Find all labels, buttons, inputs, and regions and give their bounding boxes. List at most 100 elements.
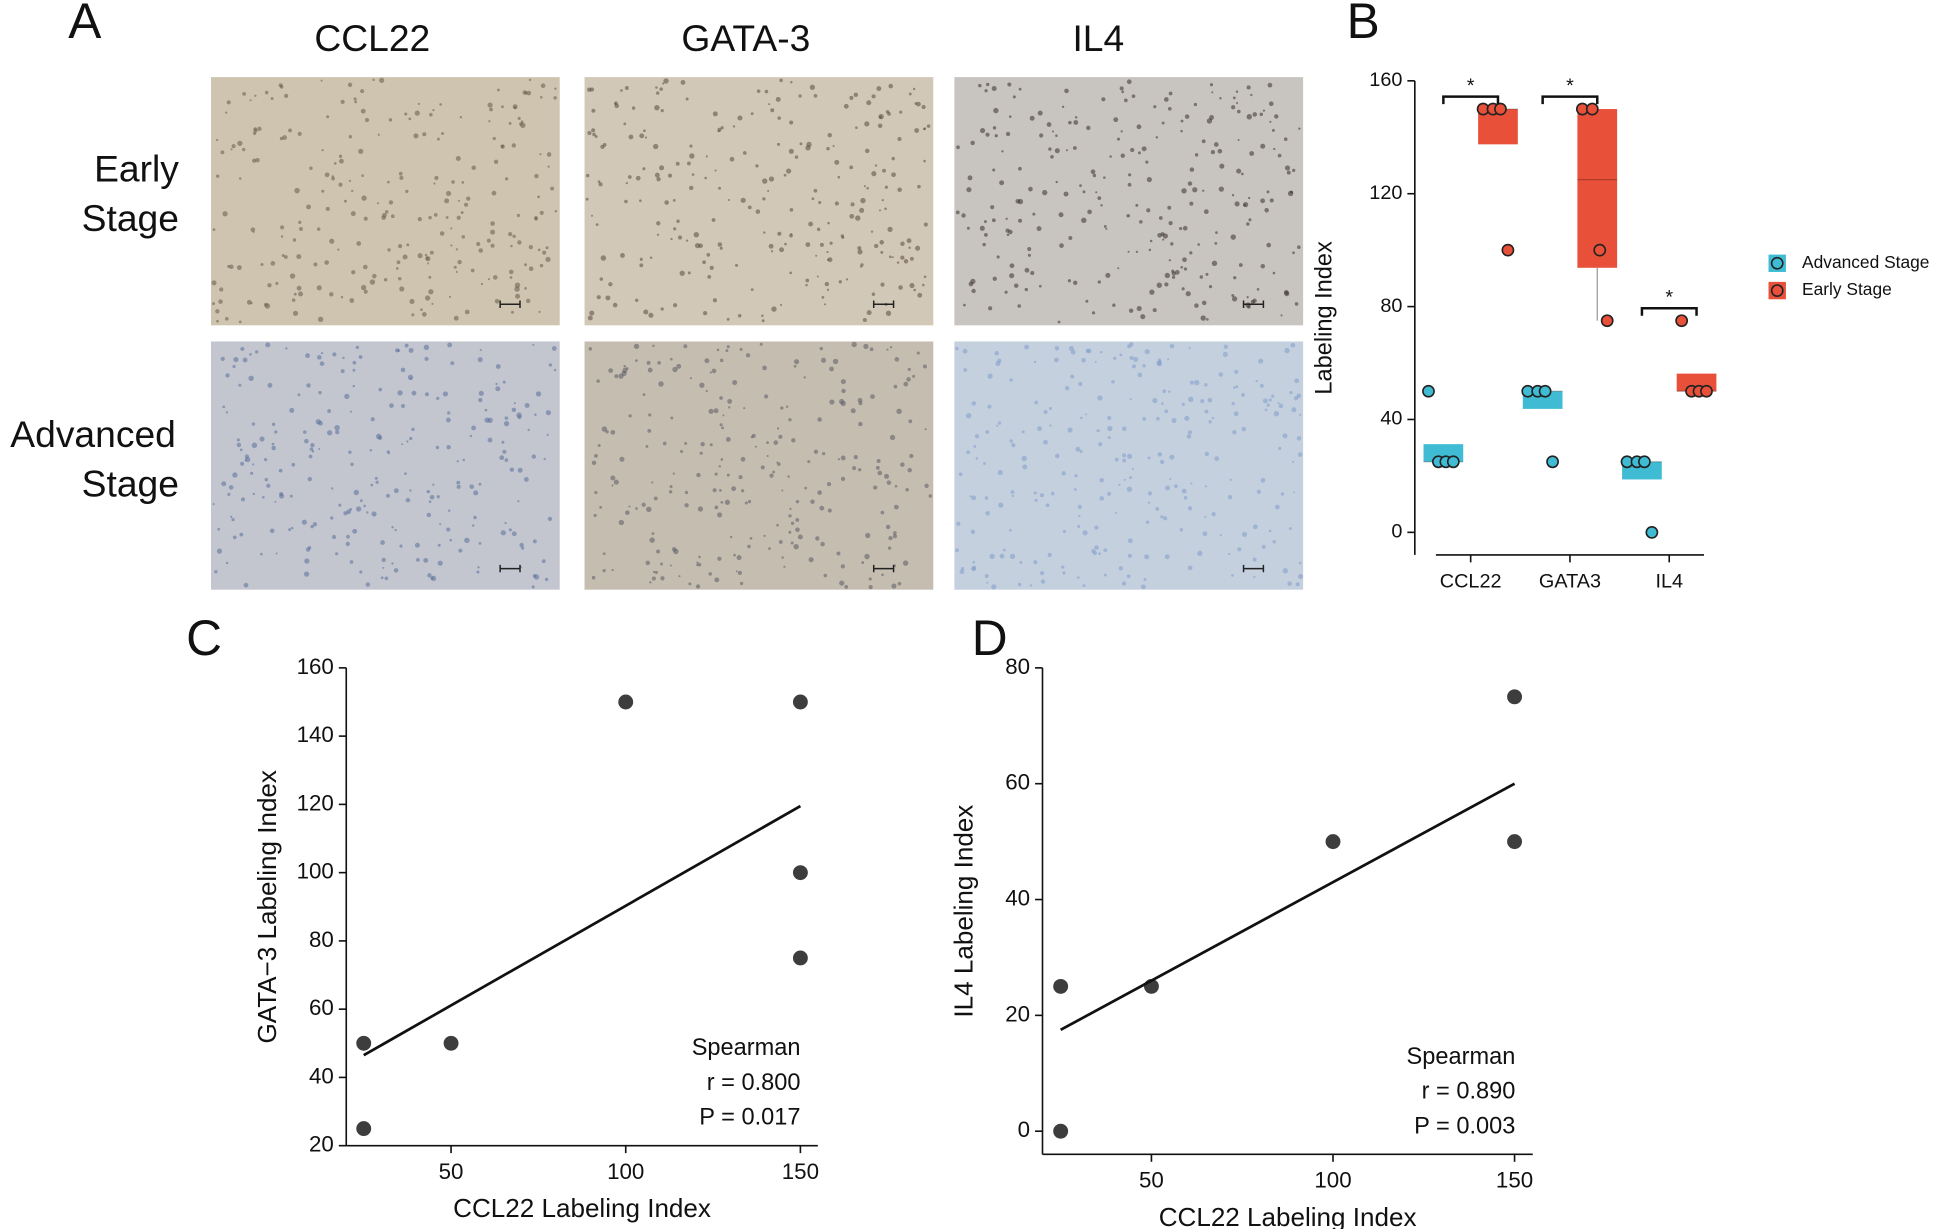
cell bbox=[499, 455, 505, 461]
cell bbox=[668, 490, 673, 494]
cell bbox=[1049, 424, 1052, 427]
point bbox=[1675, 314, 1689, 328]
cell bbox=[1288, 527, 1292, 530]
cell bbox=[331, 176, 335, 181]
cell bbox=[971, 401, 977, 406]
cell bbox=[1238, 263, 1243, 267]
cell bbox=[808, 221, 814, 227]
cell bbox=[340, 99, 345, 104]
cell bbox=[406, 440, 409, 443]
cell bbox=[660, 576, 665, 581]
cell bbox=[450, 361, 455, 366]
cell bbox=[296, 254, 302, 260]
cell bbox=[348, 450, 352, 454]
micrograph bbox=[584, 77, 934, 326]
micrograph bbox=[210, 341, 560, 590]
cell bbox=[405, 189, 409, 194]
cell bbox=[1078, 514, 1081, 518]
cell bbox=[453, 265, 457, 269]
cell bbox=[684, 490, 689, 495]
cell bbox=[811, 197, 815, 201]
cell bbox=[473, 515, 477, 520]
cell bbox=[456, 480, 461, 485]
cell bbox=[1009, 439, 1013, 443]
panel-label: C bbox=[186, 610, 222, 666]
cell bbox=[352, 384, 356, 388]
cell bbox=[513, 402, 516, 405]
cell bbox=[683, 344, 688, 349]
cell bbox=[1024, 287, 1029, 292]
cell bbox=[464, 202, 469, 207]
cell bbox=[1072, 146, 1077, 150]
cell bbox=[478, 390, 484, 396]
cell bbox=[719, 489, 722, 492]
cell bbox=[1107, 416, 1112, 421]
cell bbox=[390, 214, 395, 219]
cell bbox=[1163, 97, 1169, 102]
cell bbox=[486, 238, 491, 243]
cell bbox=[834, 201, 839, 206]
cell bbox=[1161, 121, 1165, 125]
cell bbox=[1160, 515, 1164, 519]
cell bbox=[329, 238, 335, 244]
cell bbox=[613, 479, 619, 485]
cell bbox=[751, 433, 756, 438]
cell bbox=[500, 530, 506, 536]
cell bbox=[1289, 390, 1293, 395]
point bbox=[1507, 834, 1523, 850]
cell bbox=[251, 422, 256, 426]
cell bbox=[303, 571, 310, 577]
cell bbox=[508, 121, 512, 125]
cell bbox=[1011, 443, 1016, 448]
cell bbox=[478, 482, 482, 486]
scale-bar bbox=[872, 564, 895, 573]
cell bbox=[387, 180, 390, 184]
cell bbox=[1204, 383, 1208, 387]
cell bbox=[266, 483, 271, 488]
cell bbox=[1293, 491, 1296, 494]
cell bbox=[886, 348, 889, 351]
cell bbox=[550, 186, 555, 191]
cell bbox=[238, 320, 242, 324]
cell bbox=[1117, 137, 1121, 141]
cell bbox=[696, 472, 701, 478]
cell bbox=[283, 255, 288, 259]
cell bbox=[428, 215, 432, 220]
cell bbox=[246, 299, 252, 305]
cell bbox=[728, 406, 731, 409]
y-tick-label: 160 bbox=[297, 654, 334, 679]
cell bbox=[1231, 105, 1236, 110]
cell bbox=[1231, 401, 1235, 406]
cell bbox=[409, 489, 412, 492]
cell bbox=[970, 529, 976, 535]
column-title: IL4 bbox=[1072, 17, 1124, 59]
cell bbox=[338, 182, 343, 187]
cell bbox=[605, 430, 609, 434]
cell bbox=[1180, 266, 1184, 269]
panel-label: B bbox=[1347, 0, 1380, 49]
cell bbox=[983, 462, 986, 466]
cell bbox=[335, 552, 339, 556]
cell bbox=[1043, 410, 1048, 415]
cell bbox=[404, 343, 409, 348]
cell bbox=[1054, 453, 1060, 459]
cell bbox=[589, 310, 595, 316]
cell bbox=[1266, 403, 1270, 407]
cell bbox=[1272, 540, 1276, 544]
cell bbox=[788, 418, 792, 422]
cell bbox=[514, 282, 521, 288]
cell bbox=[589, 87, 595, 92]
cell bbox=[1131, 94, 1136, 98]
cell bbox=[857, 249, 863, 255]
cell bbox=[1167, 205, 1172, 210]
point bbox=[356, 1121, 372, 1137]
cell bbox=[897, 187, 902, 193]
cell bbox=[851, 341, 857, 348]
cell bbox=[540, 95, 543, 99]
cell bbox=[238, 177, 242, 180]
cell bbox=[282, 135, 288, 140]
cell bbox=[810, 499, 815, 504]
cell bbox=[1037, 426, 1042, 432]
cell bbox=[971, 495, 977, 501]
x-tick-label: CCL22 bbox=[1440, 570, 1502, 592]
